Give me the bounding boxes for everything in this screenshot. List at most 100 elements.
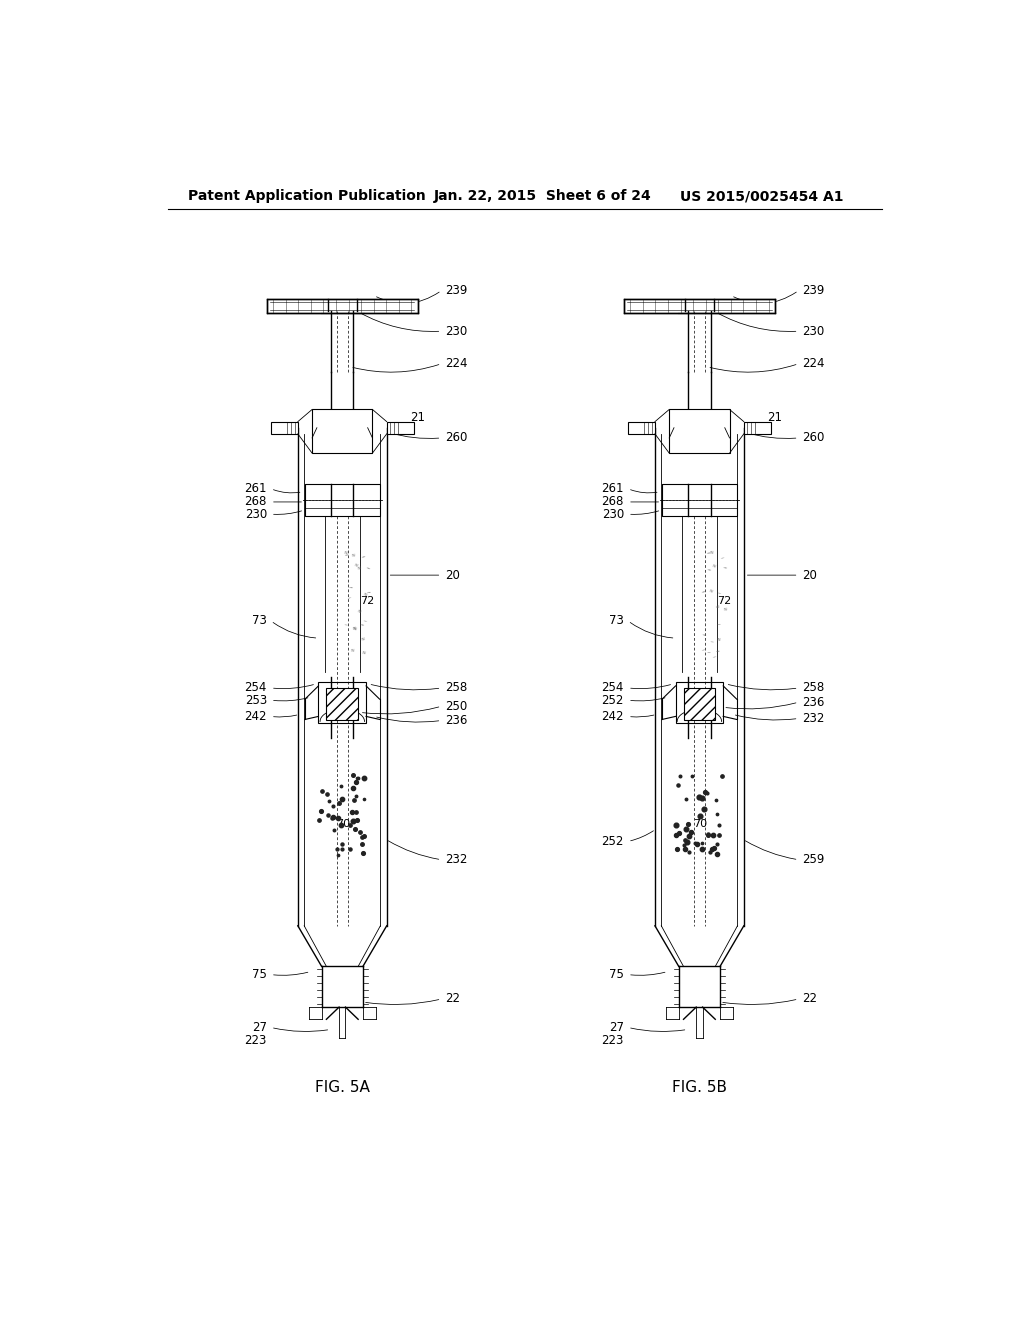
Text: 268: 268 — [245, 495, 267, 508]
Text: ∼: ∼ — [359, 622, 365, 628]
Text: 242: 242 — [601, 710, 624, 723]
Bar — [267, 298, 418, 313]
Text: 70: 70 — [693, 820, 708, 829]
Text: 22: 22 — [803, 993, 817, 1006]
Text: 268: 268 — [602, 495, 624, 508]
Text: 73: 73 — [252, 614, 267, 627]
Text: ~: ~ — [719, 554, 725, 561]
Bar — [663, 483, 736, 516]
Text: 75: 75 — [252, 968, 267, 981]
Text: ~: ~ — [700, 648, 707, 653]
Bar — [270, 421, 298, 434]
Text: ≈: ≈ — [344, 550, 348, 556]
Text: 73: 73 — [609, 614, 624, 627]
Text: ≈: ≈ — [722, 606, 727, 612]
Text: ≈: ≈ — [356, 565, 361, 572]
Text: 260: 260 — [803, 432, 825, 445]
Text: ∼: ∼ — [706, 550, 711, 556]
Text: ≈: ≈ — [351, 626, 356, 631]
Text: ≈: ≈ — [362, 591, 368, 598]
Text: ~: ~ — [715, 603, 720, 610]
Text: 20: 20 — [445, 569, 461, 582]
Bar — [684, 688, 715, 721]
Text: 254: 254 — [602, 681, 624, 694]
Text: 236: 236 — [803, 696, 825, 709]
Text: ≈: ≈ — [712, 564, 717, 569]
Text: 230: 230 — [602, 508, 624, 520]
Text: 261: 261 — [245, 482, 267, 495]
Text: ∼: ∼ — [344, 553, 349, 558]
Text: 72: 72 — [717, 595, 731, 606]
Text: ~: ~ — [712, 653, 718, 660]
Text: US 2015/0025454 A1: US 2015/0025454 A1 — [680, 189, 843, 203]
Text: ≈: ≈ — [360, 636, 367, 643]
Bar — [628, 421, 655, 434]
Text: ~: ~ — [709, 639, 714, 644]
Text: FIG. 5A: FIG. 5A — [314, 1080, 370, 1094]
Text: ~: ~ — [716, 590, 721, 595]
Bar — [327, 688, 358, 721]
Text: 232: 232 — [803, 711, 825, 725]
Text: 224: 224 — [445, 358, 468, 370]
Text: ≈: ≈ — [349, 648, 354, 653]
Text: 75: 75 — [609, 968, 624, 981]
Text: ≈: ≈ — [716, 638, 721, 643]
Bar — [743, 421, 771, 434]
Bar — [387, 421, 414, 434]
Text: ~: ~ — [361, 619, 367, 624]
Text: 258: 258 — [803, 681, 824, 694]
Text: 223: 223 — [602, 1034, 624, 1047]
Text: 242: 242 — [245, 710, 267, 723]
Text: ≈: ≈ — [709, 550, 714, 556]
Text: 230: 230 — [445, 325, 468, 338]
Text: 252: 252 — [602, 693, 624, 706]
Text: ∼: ∼ — [367, 590, 371, 595]
Bar — [670, 409, 729, 453]
Bar — [318, 682, 367, 722]
Text: ∼: ∼ — [360, 553, 366, 560]
Text: 236: 236 — [445, 714, 468, 727]
Text: ~: ~ — [707, 649, 711, 655]
Text: ≈: ≈ — [709, 589, 714, 594]
Text: 232: 232 — [445, 853, 468, 866]
Text: ∼: ∼ — [701, 632, 707, 638]
Text: ∼: ∼ — [722, 565, 727, 570]
Text: Patent Application Publication: Patent Application Publication — [187, 189, 425, 203]
Text: 21: 21 — [410, 411, 425, 424]
Text: 21: 21 — [767, 411, 782, 424]
Bar — [624, 298, 775, 313]
Text: ≈: ≈ — [353, 562, 358, 569]
Text: 252: 252 — [602, 836, 624, 847]
Bar — [312, 409, 373, 453]
Bar — [676, 682, 723, 722]
Text: 20: 20 — [803, 569, 817, 582]
Text: 230: 230 — [803, 325, 824, 338]
Text: 27: 27 — [609, 1020, 624, 1034]
Text: FIG. 5B: FIG. 5B — [672, 1080, 727, 1094]
Text: ∼: ∼ — [716, 605, 720, 610]
Text: Jan. 22, 2015  Sheet 6 of 24: Jan. 22, 2015 Sheet 6 of 24 — [433, 189, 651, 203]
Text: 261: 261 — [601, 482, 624, 495]
Text: 250: 250 — [445, 700, 468, 713]
Text: ∼: ∼ — [707, 568, 712, 573]
Text: ∼: ∼ — [700, 589, 706, 595]
Text: ≈: ≈ — [361, 651, 366, 656]
Text: 259: 259 — [803, 853, 825, 866]
Bar — [305, 483, 380, 516]
Text: ≈: ≈ — [352, 626, 357, 631]
Text: ∼: ∼ — [348, 585, 353, 590]
Text: 72: 72 — [359, 595, 374, 606]
Text: 253: 253 — [245, 693, 267, 706]
Text: 223: 223 — [245, 1034, 267, 1047]
Text: ∼: ∼ — [715, 648, 720, 653]
Text: 239: 239 — [445, 284, 468, 297]
Text: 258: 258 — [445, 681, 468, 694]
Text: ∼: ∼ — [365, 565, 371, 572]
Text: ≈: ≈ — [356, 609, 361, 615]
Text: 230: 230 — [245, 508, 267, 520]
Text: 27: 27 — [252, 1020, 267, 1034]
Text: 224: 224 — [803, 358, 825, 370]
Text: 260: 260 — [445, 432, 468, 445]
Text: 22: 22 — [445, 993, 461, 1006]
Text: ~: ~ — [343, 622, 348, 628]
